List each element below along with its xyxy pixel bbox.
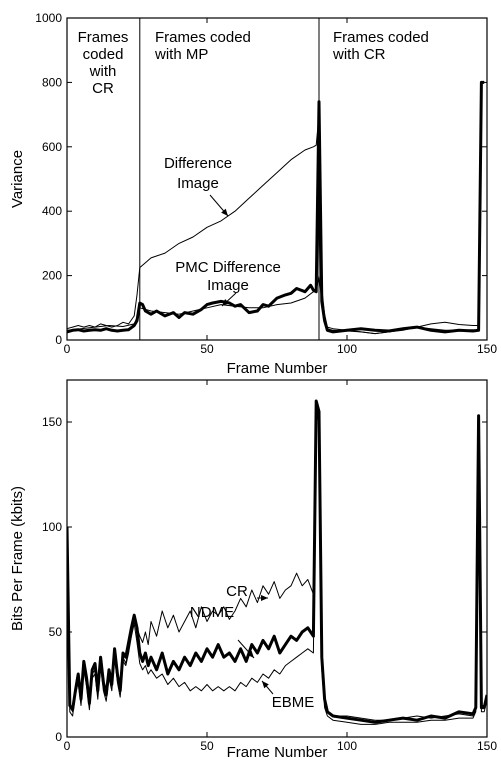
plot-frame [66, 17, 488, 341]
y-axis-label: Variance [9, 150, 26, 208]
region-label: Frames coded [155, 29, 251, 46]
series-line-ebme [67, 411, 487, 725]
series-line-unlabeled [67, 81, 485, 335]
x-axis-label: Frame Number [227, 360, 328, 377]
x-tick-label: 150 [477, 739, 497, 753]
y-axis-label: Bits Per Frame (kbits) [9, 486, 26, 631]
y-tick-label: 0 [55, 333, 62, 347]
y-tick-label: 150 [42, 415, 62, 429]
annotation-arrowhead [262, 681, 269, 689]
y-tick-label: 50 [49, 625, 63, 639]
annotation-label: NDME [190, 604, 234, 621]
y-tick-label: 600 [42, 140, 62, 154]
x-tick-label: 100 [337, 739, 357, 753]
x-tick-label: 0 [64, 739, 71, 753]
region-label: with CR [332, 46, 386, 63]
series-line-cr [67, 411, 487, 721]
x-tick-label: 50 [200, 739, 214, 753]
annotation-arrowhead [222, 299, 230, 306]
series-line-difference-image [67, 81, 485, 335]
variance-chart: 0 50 100 150 0 200 400 600 800 1000 Frame Number Va… [9, 11, 497, 377]
region-label: CR [92, 80, 114, 97]
series-line-ndme [67, 399, 487, 724]
region-label: with MP [154, 46, 208, 63]
region-label: coded [83, 46, 124, 63]
series-line-pmc-difference-image [67, 80, 485, 334]
y-tick-label: 800 [42, 75, 62, 89]
annotation-label: Image [207, 277, 249, 294]
x-axis-label: Frame Number [227, 744, 328, 761]
y-tick-label: 1000 [35, 11, 62, 25]
y-tick-label: 0 [55, 730, 62, 744]
annotation-label: CR [226, 583, 248, 600]
region-label: Frames [78, 29, 129, 46]
x-tick-label: 150 [477, 342, 497, 356]
x-tick-label: 100 [337, 342, 357, 356]
annotation-label: PMC Difference [175, 259, 281, 276]
y-tick-label: 200 [42, 269, 62, 283]
annotation-arrowhead [221, 208, 228, 216]
bits-per-frame-chart: 0 50 100 150 0 50 100 150 Frame Number Bits Per F… [9, 379, 497, 761]
annotation-label: Image [177, 175, 219, 192]
annotation-arrowhead [247, 650, 254, 658]
y-tick-label: 400 [42, 204, 62, 218]
x-tick-label: 0 [64, 342, 71, 356]
region-label: with [89, 63, 117, 80]
y-tick-label: 100 [42, 520, 62, 534]
annotation-arrowhead [261, 595, 268, 601]
x-tick-label: 50 [200, 342, 214, 356]
annotation-label: Difference [164, 155, 232, 172]
plot-frame [66, 379, 488, 738]
region-label: Frames coded [333, 29, 429, 46]
annotation-label: EBME [272, 694, 315, 711]
